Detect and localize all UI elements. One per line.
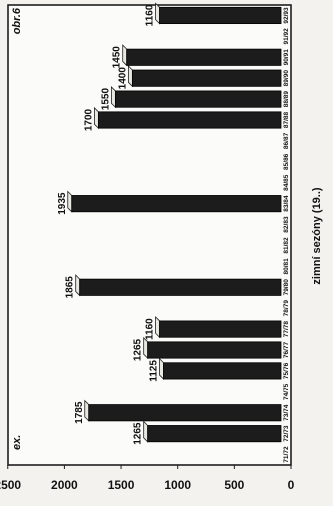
bar-value-label: 1550: [100, 88, 111, 111]
bar-top-face: [84, 399, 90, 422]
x-tick-label: 90/91: [283, 49, 290, 66]
chart-rotated-group: 0 500 1000 1500 2000 2500 71/72 72/73 73/74 74/7…: [0, 2, 323, 492]
x-tick-label: 82/83: [283, 216, 290, 233]
bar-value-label: 1865: [65, 276, 76, 299]
x-tick-label: 74/75: [283, 383, 290, 400]
bar-top-face: [110, 85, 116, 109]
bar: [159, 6, 282, 25]
bar-top-face: [155, 315, 160, 339]
bar-value-label: 1700: [83, 108, 94, 131]
x-tick-label: 80/81: [283, 258, 290, 275]
bar: [114, 90, 282, 108]
bar: [147, 425, 282, 443]
x-tick-label: 89/90: [283, 70, 290, 87]
bar-top-face: [122, 44, 128, 67]
bar: [131, 69, 282, 87]
x-tick-label: 83/84: [283, 195, 290, 212]
x-tick-label: 71/72: [283, 446, 290, 463]
x-tick-label: 78/79: [283, 300, 290, 317]
bar: [126, 48, 282, 66]
bar-top-face: [159, 357, 164, 381]
x-tick-label: 88/89: [283, 91, 290, 108]
bar-top-face: [93, 106, 99, 130]
x-tick-label: 81/82: [283, 237, 290, 254]
bar-top-face: [67, 190, 73, 213]
bar-layer: [67, 2, 282, 443]
y-axis-ticks: 0 500 1000 1500 2000 2500: [0, 465, 295, 492]
y-tick-label: 1500: [108, 478, 135, 492]
bar: [163, 362, 282, 380]
bar-top-face: [155, 2, 160, 25]
bar-value-label: 1785: [74, 401, 85, 424]
y-tick-label: 1000: [164, 478, 191, 492]
bar-value-label: 1265: [133, 422, 144, 445]
figure-ref: obr.6: [11, 7, 23, 34]
x-tick-label: 87/88: [283, 111, 290, 128]
y-tick-label: 500: [224, 478, 244, 492]
x-axis-category-labels: 71/72 72/73 73/74 74/75 75/76 76/77 77/78 78/79…: [283, 7, 290, 463]
bar: [97, 111, 282, 129]
bar-value-label: 1160: [145, 318, 156, 340]
y-tick-label: 2000: [51, 478, 78, 492]
bar-value-label: 1125: [149, 360, 160, 382]
bar-value-label: 1265: [133, 338, 144, 361]
x-tick-label: 73/74: [283, 404, 290, 421]
y-tick-label: 0: [288, 478, 295, 492]
bar-value-label: 1400: [117, 67, 128, 90]
x-tick-label: 84/85: [283, 174, 290, 191]
bar: [147, 341, 282, 359]
x-axis-title: zimní sezóny (19..): [311, 187, 323, 285]
x-tick-label: 92/93: [283, 7, 290, 24]
bar-value-label: 1450: [112, 46, 123, 69]
bar: [159, 320, 282, 338]
value-labels-layer: 1265178511251265116018651935170015501400…: [57, 4, 160, 445]
bar: [88, 404, 282, 422]
x-tick-label: 86/87: [283, 132, 290, 149]
x-tick-label: 79/80: [283, 279, 290, 296]
unit-tag: ex.: [11, 435, 23, 450]
y-tick-label: 2500: [0, 478, 21, 492]
bar-value-label: 1935: [57, 192, 68, 215]
bar: [71, 195, 282, 213]
bar-top-face: [75, 274, 81, 297]
bar-top-face: [127, 65, 133, 88]
x-tick-label: 75/76: [283, 362, 290, 379]
x-tick-label: 85/86: [283, 153, 290, 170]
x-tick-label: 91/92: [283, 28, 290, 45]
x-tick-label: 72/73: [283, 425, 290, 442]
bar-value-label: 1160: [145, 4, 156, 26]
x-tick-label: 77/78: [283, 321, 290, 338]
bar-top-face: [143, 420, 149, 443]
x-tick-label: 76/77: [283, 341, 290, 358]
bar: [79, 278, 282, 296]
